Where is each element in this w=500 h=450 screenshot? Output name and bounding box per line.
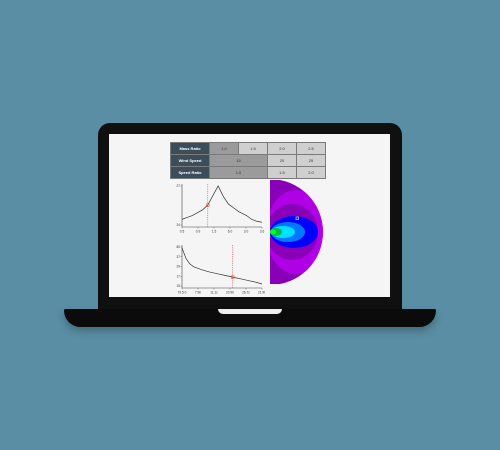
control-table: Mass Ratio 1.0 1.5 2.0 2.5 Wind Speed 15… [170, 142, 326, 179]
top-series-line [181, 185, 263, 223]
bottom-x-tick-label: 11.1c [210, 291, 218, 295]
bottom-series-line [181, 247, 263, 285]
bottom-x-tick-label: 20.9b [226, 291, 234, 295]
bottom-y-tick-label: 15 [176, 284, 180, 288]
polar-band [270, 229, 276, 235]
bottom-y-tick-label: 17 [176, 274, 180, 278]
bottom-x-tick-label: 26.7c [242, 291, 250, 295]
bottom-y-tick-label: 37 [176, 255, 180, 259]
top-chart-axes [181, 184, 262, 228]
mass-ratio-option-1[interactable]: 1.0 [209, 142, 239, 155]
wind-speed-option-3[interactable]: 25 [296, 154, 326, 167]
top-y-tick-label: 27 [176, 184, 180, 188]
top-x-tick-label: 0.9 [196, 230, 201, 234]
wind-speed-label: Wind Speed [170, 154, 210, 167]
top-x-tick-label: 1.5 [212, 230, 217, 234]
top-chart-ticks: 0.5 0.9 1.5 6.0 3.0 3.6 27 24 [176, 184, 264, 233]
bottom-y-tick-label: 80 [176, 245, 180, 249]
wind-speed-option-2[interactable]: 20 [267, 154, 297, 167]
mass-ratio-option-4[interactable]: 2.5 [296, 142, 326, 155]
bottom-chart-ticks: 70.5 b 7.9b 11.1c 20.9b 26.7c 21.9b 80 37 29 17 15 [176, 245, 265, 294]
speed-ratio-option-1[interactable]: 1.0 [209, 166, 268, 179]
bottom-chart-axes [181, 245, 262, 289]
bottom-x-tick-label: 70.5 b [178, 291, 187, 295]
top-x-tick-label: 3.0 [244, 230, 249, 234]
top-y-tick-label: 24 [176, 223, 180, 227]
polar-contour-plot [270, 180, 323, 284]
bottom-x-tick-label: 21.9b [258, 291, 265, 295]
bottom-marker-point[interactable] [231, 275, 235, 279]
speed-ratio-label: Speed Ratio [170, 166, 210, 179]
top-x-tick-label: 6.0 [228, 230, 233, 234]
bottom-y-tick-label: 29 [176, 265, 180, 269]
top-marker-point[interactable] [206, 203, 210, 207]
wind-speed-row: Wind Speed 15 20 25 [170, 154, 326, 167]
bottom-x-tick-label: 7.9b [195, 291, 201, 295]
laptop-base [64, 309, 436, 327]
mass-ratio-row: Mass Ratio 1.0 1.5 2.0 2.5 [170, 142, 326, 155]
top-x-tick-label: 0.5 [180, 230, 185, 234]
laptop-notch [218, 309, 282, 314]
bottom-line-chart: 70.5 b 7.9b 11.1c 20.9b 26.7c 21.9b 80 37 29 17 15 [176, 245, 265, 295]
polar-selection-marker[interactable] [295, 216, 299, 220]
top-line-chart: 0.5 0.9 1.5 6.0 3.0 3.6 27 24 [176, 184, 264, 234]
bottom-chart-series [181, 245, 263, 288]
wind-speed-option-1[interactable]: 15 [209, 154, 268, 167]
mass-ratio-label: Mass Ratio [170, 142, 210, 155]
polar-contour-group [270, 180, 323, 284]
speed-ratio-option-3[interactable]: 2.0 [296, 166, 326, 179]
top-chart-series [181, 184, 263, 227]
mass-ratio-option-3[interactable]: 2.0 [267, 142, 297, 155]
speed-ratio-row: Speed Ratio 1.0 1.5 2.0 [170, 166, 326, 179]
speed-ratio-option-2[interactable]: 1.5 [267, 166, 297, 179]
mass-ratio-option-2[interactable]: 1.5 [238, 142, 268, 155]
top-x-tick-label: 3.6 [260, 230, 265, 234]
